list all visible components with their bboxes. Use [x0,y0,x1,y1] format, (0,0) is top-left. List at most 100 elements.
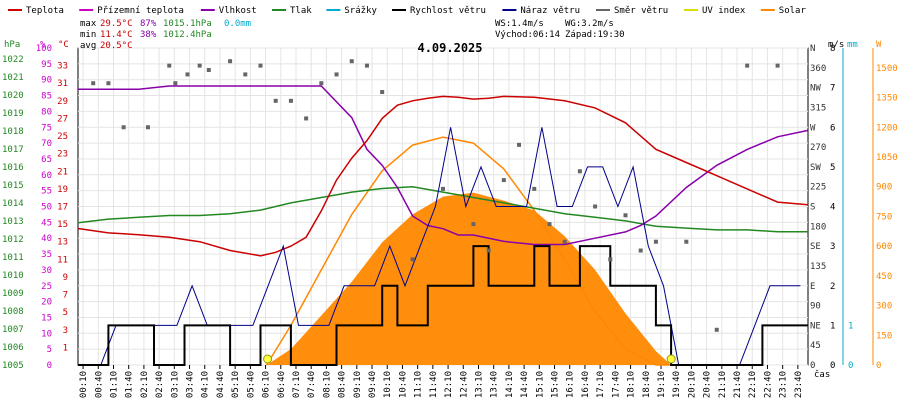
x-tick-label: 16:10 [566,371,576,398]
x-tick-label: 19:10 [657,371,667,398]
series-smer-point [486,248,491,253]
series-smer-point [206,68,211,73]
series-smer-point [517,142,522,147]
tick-c: 13 [57,238,68,248]
x-tick-label: 14:10 [505,371,515,398]
x-tick-label: 11:40 [429,371,439,398]
legend-label-teplota: Teplota [26,6,64,16]
tick-c: 25 [57,132,68,142]
series-smer-point [532,186,537,191]
tick-pct: 55 [41,187,52,197]
stat-min-temp: 11.4°C [100,30,133,40]
series-smer-point [349,59,354,64]
tick-hpa: 1014 [2,199,24,209]
tick-c: 17 [57,203,68,213]
series-smer-point [145,125,150,130]
tick-pct: 15 [41,313,52,323]
tick-w: 1350 [876,94,898,104]
tick-dir: NW [810,84,821,94]
axis-ms-unit: m/s [828,40,844,50]
x-tick-label: 11:10 [414,371,424,398]
legend-label-srazky: Srážky [344,6,377,16]
x-tick-label: 04:40 [216,371,226,398]
x-tick-label: 18:40 [642,371,652,398]
x-tick-label: 10:40 [398,371,408,398]
tick-ms: 7 [830,84,835,94]
tick-w: 300 [876,302,892,312]
tick-dir: 270 [810,143,826,153]
series-smer-point [334,72,339,77]
tick-ms: 1 [830,321,835,331]
series-smer-point [173,81,178,86]
series-teplota [77,95,809,257]
tick-pct: 25 [41,282,52,292]
tick-dir: 225 [810,183,826,193]
x-tick-label: 22:40 [763,371,773,398]
x-tick-label: 07:40 [307,371,317,398]
x-tick-label: 08:40 [338,371,348,398]
tick-hpa: 1016 [2,163,24,173]
tick-dir: SE [810,242,821,252]
tick-ms: 8 [830,44,835,54]
tick-hpa: 1017 [2,145,24,155]
x-tick-label: 06:40 [277,371,287,398]
tick-mm: 1 [848,321,853,331]
series-vlhkost [78,85,809,246]
tick-pct: 10 [41,329,52,339]
uv-marker [263,354,273,364]
x-axis-label: čas [814,369,830,380]
x-tick-label: 18:10 [627,371,637,398]
x-tick-label: 19:40 [672,371,682,398]
tick-hpa: 1015 [2,181,24,191]
tick-hpa: 1020 [2,91,24,101]
tick-pct: 45 [41,218,52,228]
tick-dir: 360 [810,64,826,74]
tick-w: 900 [876,183,892,193]
tick-hpa: 1022 [2,55,24,65]
legend-label-vlhkost: Vlhkost [219,6,257,16]
info-sunset: Západ:19:30 [565,30,625,40]
legend-label-smer: Směr větru [614,6,668,16]
legend-label-uv: UV index [702,6,746,16]
tick-hpa: 1005 [2,361,24,371]
tick-w: 450 [876,272,892,282]
tick-pct: 35 [41,250,52,260]
series-smer-point [714,327,719,332]
series-solar-theory [265,136,672,366]
x-tick-label: 03:10 [170,371,180,398]
x-tick-label: 01:10 [109,371,119,398]
tick-hpa: 1021 [2,73,24,83]
series-smer-point [185,72,190,77]
stat-min-hum: 38% [140,30,157,40]
series-smer-point [501,178,506,183]
tick-hpa: 1013 [2,217,24,227]
series-smer-point [228,59,233,64]
legend-label-naraz: Náraz větru [520,6,580,16]
x-tick-label: 10:10 [383,371,393,398]
stat-max-rain: 0.0mm [224,19,251,29]
x-tick-label: 04:10 [201,371,211,398]
stat-min-label: min [80,30,96,40]
info-ws: WS:1.4m/s [495,19,544,29]
x-tick-label: 05:40 [246,371,256,398]
series-smer-point [197,63,202,68]
series-tlak [77,185,808,233]
x-tick-label: 12:10 [444,371,454,398]
tick-hpa: 1009 [2,289,24,299]
x-tick-label: 06:10 [262,371,272,398]
tick-c: 21 [57,167,68,177]
series-solar-area [266,192,672,365]
tick-c: 31 [57,79,68,89]
series-smer-point [410,257,415,262]
tick-c: 1 [63,343,68,353]
legend-label-rychlost: Rychlost větru [410,6,486,16]
series-smer-point [775,63,780,68]
series-smer-point [167,63,172,68]
tick-dir: 45 [810,341,821,351]
tick-hpa: 1008 [2,307,24,317]
tick-pct: 100 [36,44,52,54]
series-smer-point [319,81,324,86]
tick-w: 1500 [876,64,898,74]
x-tick-label: 14:40 [520,371,530,398]
